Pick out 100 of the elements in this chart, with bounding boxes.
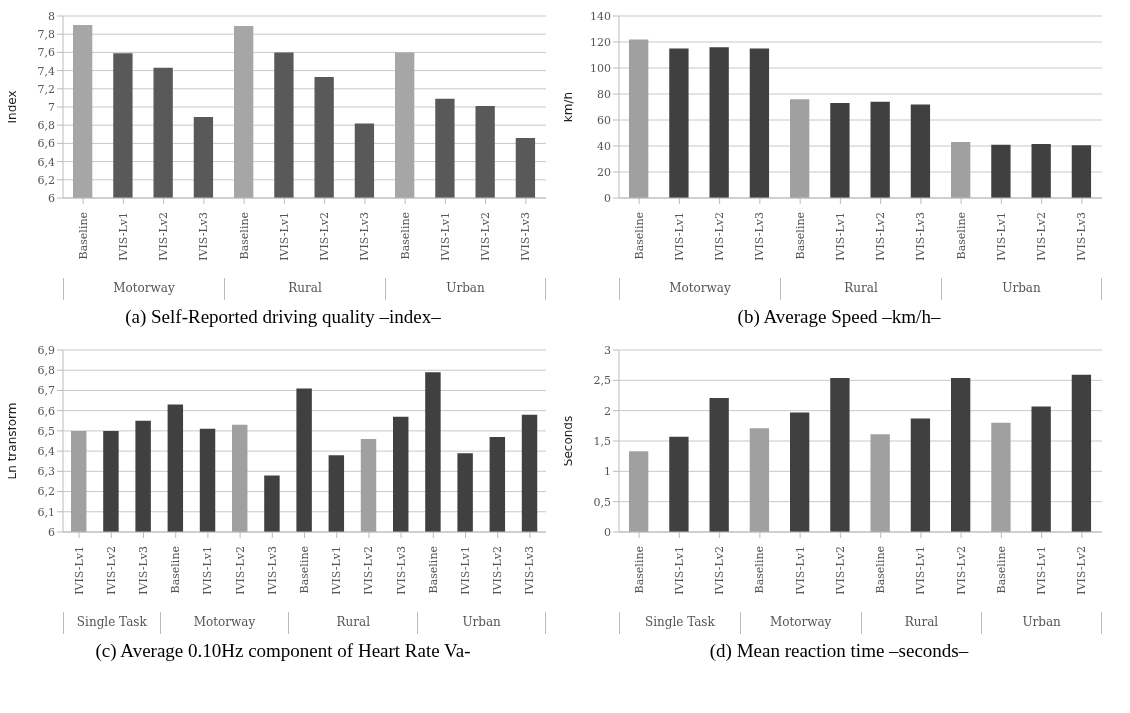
text: Motorway <box>619 278 780 300</box>
y-axis-title: Seconds <box>561 415 576 467</box>
bar <box>1031 144 1051 198</box>
text: (d) Mean reaction time –seconds– <box>708 640 970 662</box>
y-tick-label: 6 <box>48 525 55 539</box>
y-tick-label: 40 <box>597 139 611 153</box>
bar <box>669 436 689 532</box>
x-tick-label: Baseline <box>793 212 807 260</box>
text: Urban <box>981 612 1102 634</box>
x-tick-label: IVIS-Lv1 <box>833 212 847 261</box>
x-tick-label: IVIS-Lv1 <box>277 212 291 261</box>
x-tick-label: IVIS-Lv3 <box>197 212 211 261</box>
y-tick-label: 120 <box>590 35 611 49</box>
x-tick-label: IVIS-Lv2 <box>713 212 727 261</box>
y-tick-label: 7,6 <box>37 46 55 60</box>
text: Rural <box>224 278 385 300</box>
y-tick-label: 7,8 <box>37 28 55 42</box>
y-tick-label: 3 <box>604 343 611 357</box>
text: Rural <box>288 612 418 634</box>
x-tick-label: Baseline <box>632 212 646 260</box>
y-tick-label: 6,8 <box>37 364 55 378</box>
x-tick-label: Baseline <box>954 212 968 260</box>
bar <box>951 142 971 198</box>
x-tick-label: IVIS-Lv2 <box>157 212 171 261</box>
x-tick-label: IVIS-Lv3 <box>265 546 279 595</box>
x-tick-label: Baseline <box>169 546 183 594</box>
bar <box>910 104 931 198</box>
x-tick-label: IVIS-Lv2 <box>1075 546 1089 595</box>
text: Motorway <box>63 278 224 300</box>
x-tick-label: IVIS-Lv2 <box>479 212 493 261</box>
x-tick-label: IVIS-Lv1 <box>438 212 452 261</box>
x-tick-label: IVIS-Lv1 <box>1035 546 1049 595</box>
bar <box>910 418 931 532</box>
y-tick-label: 0,5 <box>593 495 611 509</box>
bar <box>629 451 649 532</box>
text: (c) Average 0.10Hz component of Heart Rate Va- <box>94 640 472 662</box>
x-tick-label: IVIS-Lv3 <box>358 212 372 261</box>
text: Single Task <box>63 612 160 634</box>
x-tick-label: IVIS-Lv1 <box>793 546 807 595</box>
text: Motorway <box>159 612 289 634</box>
x-tick-label: IVIS-Lv3 <box>914 212 928 261</box>
text: Rural <box>860 612 982 634</box>
bar <box>830 103 850 198</box>
bar <box>1031 406 1051 532</box>
bar <box>790 99 810 198</box>
x-tick-label: IVIS-Lv1 <box>116 212 130 261</box>
y-tick-label: 7,2 <box>37 82 55 96</box>
x-tick-label: IVIS-Lv2 <box>491 546 505 595</box>
x-tick-label: IVIS-Lv1 <box>330 546 344 595</box>
bar <box>790 412 810 532</box>
x-tick-label: Baseline <box>994 546 1008 594</box>
bar <box>709 397 729 532</box>
y-tick-label: 7,4 <box>37 64 55 78</box>
y-tick-label: 20 <box>597 165 611 179</box>
bar <box>870 101 890 198</box>
y-tick-label: 6,1 <box>37 505 55 519</box>
x-tick-label: Baseline <box>753 546 767 594</box>
bar <box>830 377 850 532</box>
y-tick-label: 7 <box>48 100 55 114</box>
y-tick-label: 2,5 <box>593 374 611 388</box>
x-tick-label: IVIS-Lv3 <box>523 546 537 595</box>
bar <box>749 48 770 198</box>
y-tick-label: 6,8 <box>37 119 55 133</box>
x-tick-label: IVIS-Lv1 <box>459 546 472 595</box>
x-tick-label: IVIS-Lv1 <box>994 212 1008 261</box>
x-tick-label: IVIS-Lv2 <box>833 546 847 595</box>
x-tick-label: IVIS-Lv2 <box>874 212 888 261</box>
x-tick-label: Baseline <box>76 212 90 260</box>
bar <box>991 422 1011 532</box>
x-tick-label: IVIS-Lv3 <box>137 546 150 595</box>
x-tick-label: Baseline <box>237 212 251 260</box>
x-tick-label: IVIS-Lv2 <box>104 546 118 595</box>
text: Urban <box>941 278 1102 300</box>
x-tick-label: IVIS-Lv3 <box>519 212 533 261</box>
y-tick-label: 6,9 <box>37 343 55 357</box>
y-tick-label: 6 <box>48 191 55 205</box>
y-tick-label: 6,3 <box>37 465 55 479</box>
x-tick-label: IVIS-Lv1 <box>72 546 86 595</box>
x-tick-label: IVIS-Lv2 <box>1035 212 1049 261</box>
x-tick-label: IVIS-Lv2 <box>713 546 727 595</box>
y-axis-title: km/h <box>561 91 576 123</box>
x-tick-label: Baseline <box>874 546 888 594</box>
text: Single Task <box>619 612 740 634</box>
y-tick-label: 100 <box>590 61 611 75</box>
y-tick-label: 1 <box>604 465 611 479</box>
x-tick-label: IVIS-Lv1 <box>672 212 686 261</box>
y-tick-label: 6,7 <box>37 384 55 398</box>
y-tick-label: 1,5 <box>593 434 611 448</box>
x-tick-label: IVIS-Lv2 <box>954 546 968 595</box>
x-tick-label: IVIS-Lv1 <box>914 546 928 595</box>
y-tick-label: 60 <box>597 113 611 127</box>
bar <box>749 428 770 532</box>
x-tick-label: Baseline <box>298 546 311 594</box>
text: Rural <box>780 278 941 300</box>
y-axis-title: Ln transform <box>5 402 20 480</box>
y-tick-label: 6,2 <box>37 173 55 187</box>
y-tick-label: 6,5 <box>37 424 55 438</box>
x-tick-label: IVIS-Lv1 <box>672 546 686 595</box>
y-tick-label: 140 <box>590 9 611 23</box>
y-tick-label: 6,4 <box>37 155 55 169</box>
